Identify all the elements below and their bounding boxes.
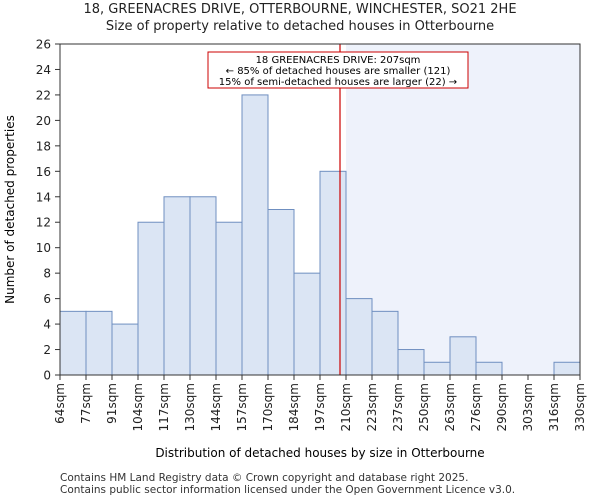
footer-line-1: Contains HM Land Registry data © Crown c… [60,472,469,484]
annotation-line-1: 18 GREENACRES DRIVE: 207sqm [256,55,421,66]
y-tick-label: 14 [36,190,51,204]
x-tick-label: 276sqm [469,383,483,431]
y-tick-label: 22 [36,88,51,102]
x-tick-label: 77sqm [79,383,93,424]
bar-170sqm [267,209,295,376]
x-tick-label: 184sqm [287,383,301,431]
bar-144sqm [215,221,243,376]
bar-197sqm [319,170,347,376]
y-tick-label: 8 [43,267,51,281]
y-tick-label: 18 [36,139,51,153]
x-tick-label: 91sqm [105,383,119,424]
x-tick-label: 170sqm [261,383,275,431]
x-tick-label: 263sqm [443,383,457,431]
bar-184sqm [293,272,321,376]
chart-title: 18, GREENACRES DRIVE, OTTERBOURNE, WINCH… [83,2,517,17]
x-tick-label: 210sqm [339,383,353,431]
annotation-box: 18 GREENACRES DRIVE: 207sqm ← 85% of det… [207,51,469,89]
bar-157sqm [241,94,269,376]
bar-210sqm [345,298,373,376]
y-tick-label: 0 [43,369,51,383]
x-tick-label: 237sqm [391,383,405,431]
bar-91sqm [111,323,139,376]
x-tick-label: 130sqm [183,383,197,431]
x-tick-label: 197sqm [313,383,327,431]
x-tick-label: 303sqm [521,383,535,431]
bar-130sqm [189,196,217,376]
x-tick-label: 64sqm [53,383,67,424]
bar-276sqm [475,361,503,376]
x-axis-label: Distribution of detached houses by size … [155,446,484,460]
x-tick-label: 250sqm [417,383,431,431]
y-tick-label: 26 [36,38,51,52]
x-tick-label: 330sqm [573,383,587,431]
bars-group [59,94,581,376]
plot-frame [59,43,581,376]
x-tick-label: 144sqm [209,383,223,431]
x-tick-label: 223sqm [365,383,379,431]
annotation-line-2: ← 85% of detached houses are smaller (12… [226,66,451,77]
x-tick-label: 104sqm [131,383,145,431]
y-tick-label: 16 [36,165,51,179]
x-tick-label: 157sqm [235,383,249,431]
y-tick-label: 4 [43,318,51,332]
chart-subtitle: Size of property relative to detached ho… [105,19,495,34]
y-tick-label: 2 [43,343,51,357]
y-tick-label: 12 [36,216,51,230]
x-tick-label: 316sqm [547,383,561,431]
y-tick-label: 10 [36,241,51,255]
bar-77sqm [85,310,113,376]
x-tick-label: 290sqm [495,383,509,431]
footer-line-2: Contains public sector information licen… [60,484,516,496]
bar-223sqm [371,310,399,376]
bar-263sqm [449,336,477,376]
y-tick-label: 6 [43,292,51,306]
y-tick-label: 20 [36,114,51,128]
annotation-line-3: 15% of semi-detached houses are larger (… [219,77,457,88]
y-tick-label: 24 [36,63,51,77]
x-axis: 64sqm 77sqm 91sqm 104sqm 117sqm 130sqm 144sqm 1… [53,375,587,431]
bar-250sqm [423,361,451,376]
x-tick-label: 117sqm [157,383,171,431]
bar-117sqm [163,196,191,376]
bar-316sqm [553,361,581,376]
bar-64sqm [59,310,87,376]
bar-104sqm [137,221,165,376]
bar-237sqm [397,349,425,376]
y-axis-label: Number of detached properties [3,115,17,304]
